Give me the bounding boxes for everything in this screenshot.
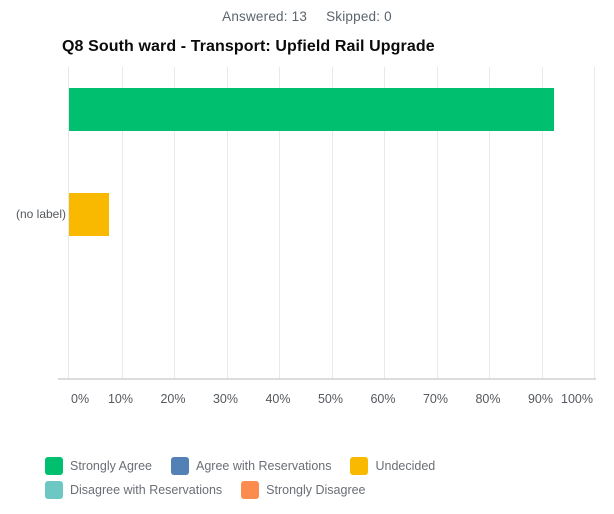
gridline: [174, 67, 175, 378]
x-axis-tick-label: 0%: [71, 392, 90, 406]
bar-undecided[interactable]: [69, 192, 110, 236]
legend-item-strongly-agree[interactable]: Strongly Agree: [45, 457, 152, 475]
legend-item-strongly-disagree[interactable]: Strongly Disagree: [241, 481, 366, 499]
x-axis-line: [58, 378, 596, 380]
skipped-value: 0: [384, 9, 392, 24]
legend-label: Strongly Agree: [70, 459, 152, 473]
gridline: [489, 67, 490, 378]
response-stats: Answered: 13 Skipped: 0: [0, 9, 614, 24]
gridline: [594, 67, 595, 378]
legend-item-undecided[interactable]: Undecided: [350, 457, 435, 475]
answered-stat: Answered: 13: [222, 9, 307, 24]
skipped-label: Skipped:: [326, 9, 381, 24]
x-axis-tick-label: 50%: [317, 392, 344, 406]
legend-label: Disagree with Reservations: [70, 483, 223, 497]
gridline: [384, 67, 385, 378]
gridline: [279, 67, 280, 378]
legend-item-disagree-with-reservations[interactable]: Disagree with Reservations: [45, 481, 222, 499]
gridline: [436, 67, 438, 378]
bar-strongly-agree[interactable]: [69, 88, 554, 131]
x-axis-tick-label: 60%: [370, 392, 396, 406]
x-axis-tick-label: 90%: [527, 392, 554, 406]
legend-swatch-undecided: [350, 457, 369, 475]
legend-swatch-strongly-agree: [45, 457, 63, 475]
x-axis-tick-label: 40%: [265, 392, 291, 406]
gridline: [121, 67, 123, 378]
x-axis-tick-label: 80%: [475, 392, 501, 406]
x-axis-tick-label: 70%: [422, 392, 449, 406]
legend-swatch-agree-with-reservations: [171, 457, 189, 475]
plot-area: [58, 67, 596, 380]
legend-label: Agree with Reservations: [196, 459, 332, 473]
legend-label: Strongly Disagree: [266, 483, 366, 497]
x-axis-tick-label: 100%: [561, 392, 593, 406]
gridline: [331, 67, 333, 378]
gridline: [541, 67, 543, 378]
legend-swatch-disagree-with-reservations: [45, 481, 63, 499]
chart-title: Q8 South ward - Transport: Upfield Rail …: [62, 38, 435, 55]
legend-label: Undecided: [375, 459, 436, 473]
x-axis-tick-label: 20%: [160, 392, 186, 406]
category-label: (no label): [15, 207, 66, 221]
x-axis-tick-label: 10%: [107, 392, 134, 406]
legend-item-agree-with-reservations[interactable]: Agree with Reservations: [171, 457, 331, 475]
skipped-stat: Skipped: 0: [326, 9, 392, 24]
answered-label: Answered:: [222, 9, 288, 24]
x-axis: 0% 10% 20% 30% 40% 50% 60% 70% 80% 90% 100%: [68, 392, 593, 408]
chart-legend: Strongly Agree Agree with Reservations Und…: [45, 457, 485, 499]
legend-swatch-strongly-disagree: [241, 481, 260, 499]
answered-value: 13: [291, 9, 308, 24]
gridline: [226, 67, 228, 378]
x-axis-tick-label: 30%: [212, 392, 239, 406]
